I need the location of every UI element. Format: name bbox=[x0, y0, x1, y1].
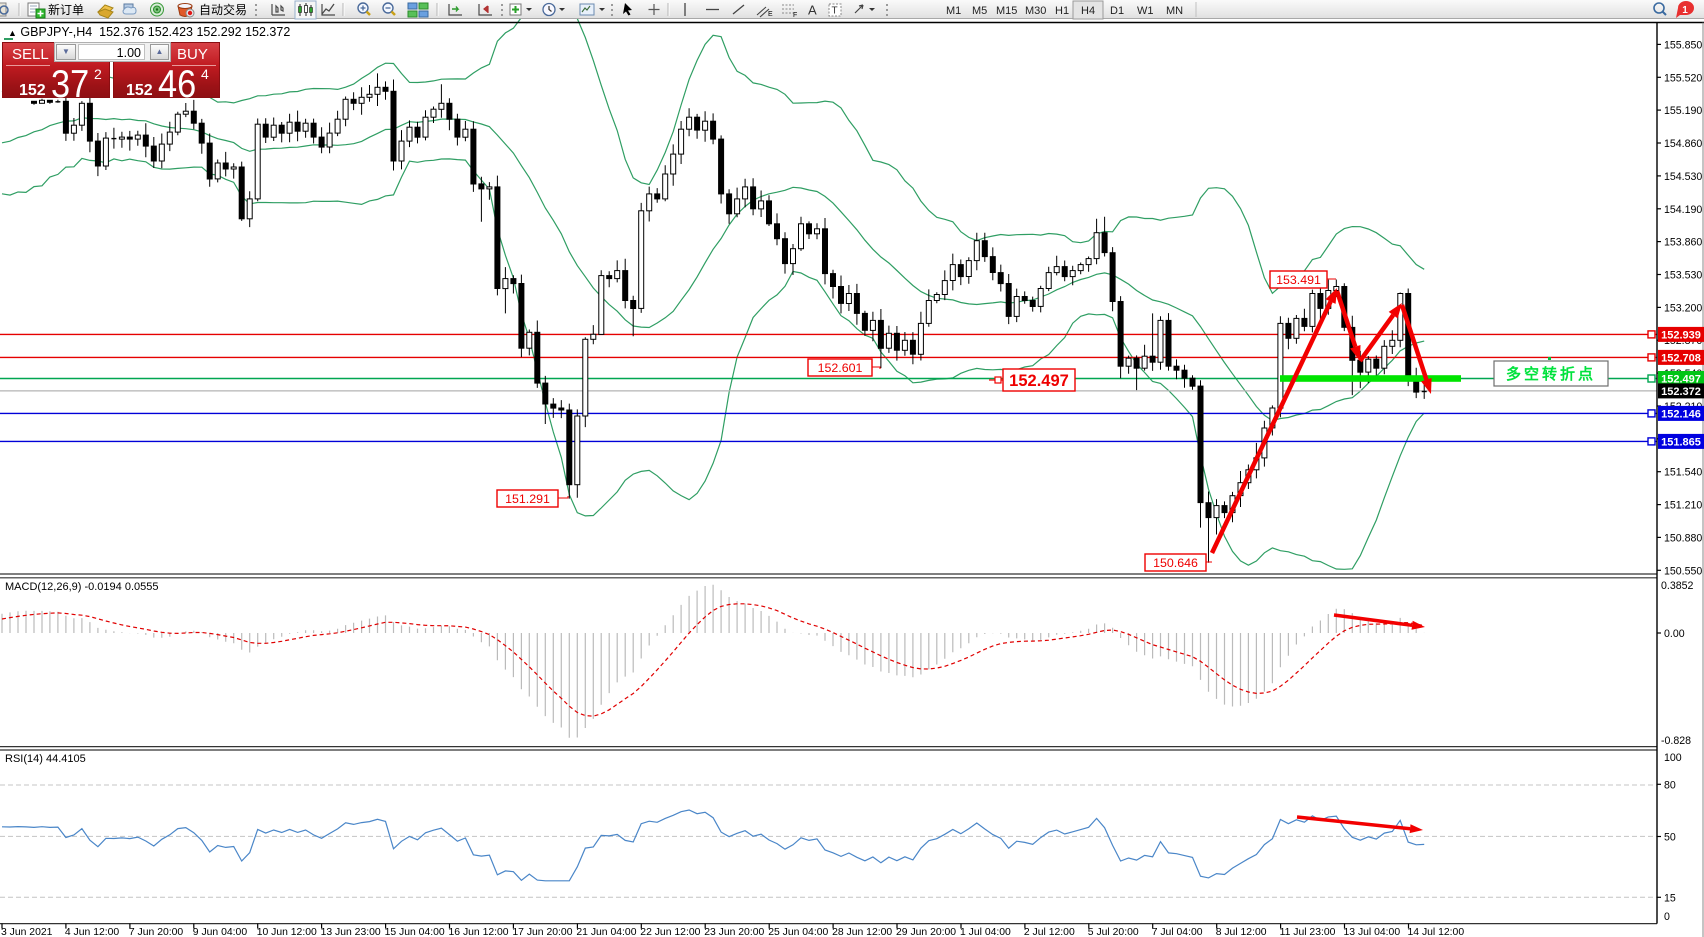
svg-text:28 Jun 12:00: 28 Jun 12:00 bbox=[832, 927, 892, 937]
svg-text:50: 50 bbox=[1664, 832, 1676, 844]
svg-text:155.520: 155.520 bbox=[1664, 72, 1702, 84]
svg-text:152.708: 152.708 bbox=[1661, 352, 1701, 364]
svg-text:MACD(12,26,9) -0.0194 0.0555: MACD(12,26,9) -0.0194 0.0555 bbox=[5, 581, 158, 593]
svg-text:25 Jun 04:00: 25 Jun 04:00 bbox=[768, 927, 828, 937]
svg-text:15 Jun 04:00: 15 Jun 04:00 bbox=[385, 927, 445, 937]
svg-text:16 Jun 12:00: 16 Jun 12:00 bbox=[449, 927, 509, 937]
svg-text:151.540: 151.540 bbox=[1664, 467, 1702, 479]
svg-text:150.550: 150.550 bbox=[1664, 565, 1702, 577]
svg-text:8 Jul 12:00: 8 Jul 12:00 bbox=[1216, 927, 1267, 937]
svg-text:D1: D1 bbox=[1110, 5, 1124, 17]
svg-text:M15: M15 bbox=[996, 5, 1017, 17]
svg-text:0.3852: 0.3852 bbox=[1661, 580, 1694, 592]
svg-text:152.372: 152.372 bbox=[1661, 386, 1701, 398]
svg-text:11 Jul 23:00: 11 Jul 23:00 bbox=[1280, 927, 1336, 937]
svg-text:H1: H1 bbox=[1055, 5, 1069, 17]
svg-text:-0.828: -0.828 bbox=[1661, 735, 1691, 747]
svg-text:7 Jul 04:00: 7 Jul 04:00 bbox=[1152, 927, 1203, 937]
svg-text:T: T bbox=[832, 6, 838, 17]
svg-text:9 Jun 04:00: 9 Jun 04:00 bbox=[193, 927, 248, 937]
svg-text:153.530: 153.530 bbox=[1664, 270, 1702, 282]
svg-text:153.860: 153.860 bbox=[1664, 237, 1702, 249]
svg-text:0.00: 0.00 bbox=[1664, 628, 1685, 640]
svg-text:新订单: 新订单 bbox=[48, 2, 84, 17]
svg-text:22 Jun 12:00: 22 Jun 12:00 bbox=[640, 927, 700, 937]
svg-text:MN: MN bbox=[1166, 5, 1183, 17]
svg-text:H4: H4 bbox=[1081, 5, 1095, 17]
svg-text:152.939: 152.939 bbox=[1661, 329, 1701, 341]
svg-text:151.291: 151.291 bbox=[505, 492, 550, 506]
svg-text:80: 80 bbox=[1664, 779, 1676, 791]
svg-text:M5: M5 bbox=[972, 5, 987, 17]
svg-text:154.860: 154.860 bbox=[1664, 138, 1702, 150]
svg-text:151.210: 151.210 bbox=[1664, 500, 1702, 512]
svg-text:152.601: 152.601 bbox=[818, 361, 863, 375]
svg-text:23 Jun 20:00: 23 Jun 20:00 bbox=[704, 927, 764, 937]
svg-text:E: E bbox=[768, 11, 773, 18]
svg-text:W1: W1 bbox=[1137, 5, 1154, 17]
svg-text:150.880: 150.880 bbox=[1664, 532, 1702, 544]
svg-text:2 Jul 12:00: 2 Jul 12:00 bbox=[1024, 927, 1075, 937]
svg-text:153.200: 153.200 bbox=[1664, 302, 1702, 314]
svg-text:M1: M1 bbox=[946, 5, 961, 17]
svg-text:152.146: 152.146 bbox=[1661, 408, 1701, 420]
svg-text:21 Jun 04:00: 21 Jun 04:00 bbox=[576, 927, 636, 937]
svg-text:155.850: 155.850 bbox=[1664, 39, 1702, 51]
svg-text:3 Jun 2021: 3 Jun 2021 bbox=[1, 927, 53, 937]
svg-text:多空转折点: 多空转折点 bbox=[1506, 365, 1596, 383]
svg-text:1: 1 bbox=[1682, 5, 1688, 16]
svg-text:29 Jun 20:00: 29 Jun 20:00 bbox=[896, 927, 956, 937]
svg-text:5 Jul 20:00: 5 Jul 20:00 bbox=[1088, 927, 1139, 937]
svg-text:13 Jul 04:00: 13 Jul 04:00 bbox=[1344, 927, 1401, 937]
svg-text:152.497: 152.497 bbox=[1661, 374, 1701, 386]
svg-text:10 Jun 12:00: 10 Jun 12:00 bbox=[257, 927, 317, 937]
svg-text:4 Jun 12:00: 4 Jun 12:00 bbox=[65, 927, 120, 937]
svg-text:RSI(14) 44.4105: RSI(14) 44.4105 bbox=[5, 753, 86, 765]
svg-text:151.865: 151.865 bbox=[1661, 436, 1701, 448]
svg-text:F: F bbox=[793, 12, 797, 19]
svg-text:153.491: 153.491 bbox=[1276, 273, 1321, 287]
svg-text:0: 0 bbox=[1664, 911, 1670, 923]
svg-text:154.530: 154.530 bbox=[1664, 171, 1702, 183]
svg-text:1 Jul 04:00: 1 Jul 04:00 bbox=[960, 927, 1011, 937]
svg-text:154.190: 154.190 bbox=[1664, 204, 1702, 216]
svg-text:7 Jun 20:00: 7 Jun 20:00 bbox=[129, 927, 184, 937]
svg-text:14 Jul 12:00: 14 Jul 12:00 bbox=[1408, 927, 1465, 937]
svg-text:152.497: 152.497 bbox=[1009, 372, 1069, 390]
svg-text:A: A bbox=[808, 3, 817, 18]
svg-text:155.190: 155.190 bbox=[1664, 105, 1702, 117]
svg-text:M30: M30 bbox=[1025, 5, 1046, 17]
svg-text:17 Jun 20:00: 17 Jun 20:00 bbox=[512, 927, 572, 937]
svg-text:15: 15 bbox=[1664, 892, 1676, 904]
svg-text:自动交易: 自动交易 bbox=[199, 2, 247, 17]
svg-text:13 Jun 23:00: 13 Jun 23:00 bbox=[321, 927, 381, 937]
svg-text:100: 100 bbox=[1664, 752, 1682, 764]
svg-text:150.646: 150.646 bbox=[1153, 556, 1198, 570]
